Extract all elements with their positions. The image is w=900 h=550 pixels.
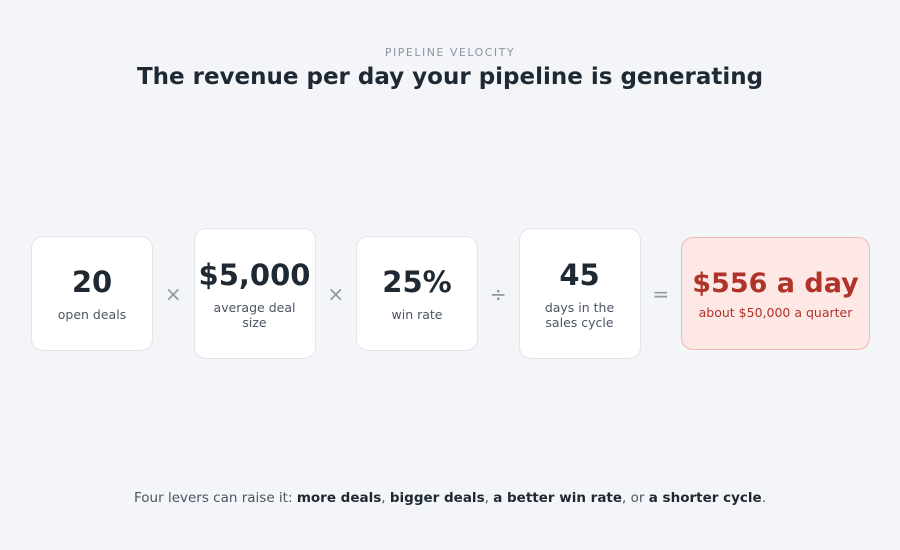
footer-text: , [381, 490, 390, 506]
footer-text: Four levers can raise it: [134, 490, 297, 506]
operator: × [327, 281, 345, 306]
operator: × [164, 281, 182, 306]
factor-value: 20 [71, 265, 113, 299]
factor-label: open deals [57, 307, 127, 322]
factor-card: 25% win rate [356, 236, 478, 351]
operator: ÷ [489, 281, 507, 306]
factor-card: 20 open deals [31, 236, 153, 351]
footer: Four levers can raise it: more deals, bi… [0, 490, 900, 506]
factor-card: $5,000 average deal size [193, 228, 316, 359]
lever: bigger deals [389, 490, 485, 506]
factor-label: average deal size [213, 299, 296, 330]
lever: a shorter cycle [648, 490, 762, 506]
eyebrow: PIPELINE VELOCITY [384, 46, 516, 59]
result-label: about $50,000 a quarter [698, 304, 853, 320]
result-value: $556 a day [692, 267, 859, 299]
factor-value: 45 [559, 257, 600, 292]
operator: = [652, 281, 670, 306]
factor-label: win rate [391, 307, 443, 322]
lever: a better win rate [493, 490, 623, 506]
formula: 20 open deals × $5,000 average deal size ×… [31, 228, 870, 359]
footer-text: , or [622, 490, 649, 506]
lever: more deals [296, 490, 382, 506]
result-card: $556 a day about $50,000 a quarter [681, 237, 870, 350]
title: The revenue per day your pipeline is gen… [136, 64, 764, 90]
factor-card: 45 days in the sales cycle [518, 228, 641, 359]
footer-text: , [484, 490, 494, 506]
footer-text: . [761, 490, 766, 506]
factor-value: $5,000 [198, 257, 311, 292]
factor-label: days in the sales cycle [544, 299, 615, 330]
factor-value: 25% [382, 265, 452, 299]
